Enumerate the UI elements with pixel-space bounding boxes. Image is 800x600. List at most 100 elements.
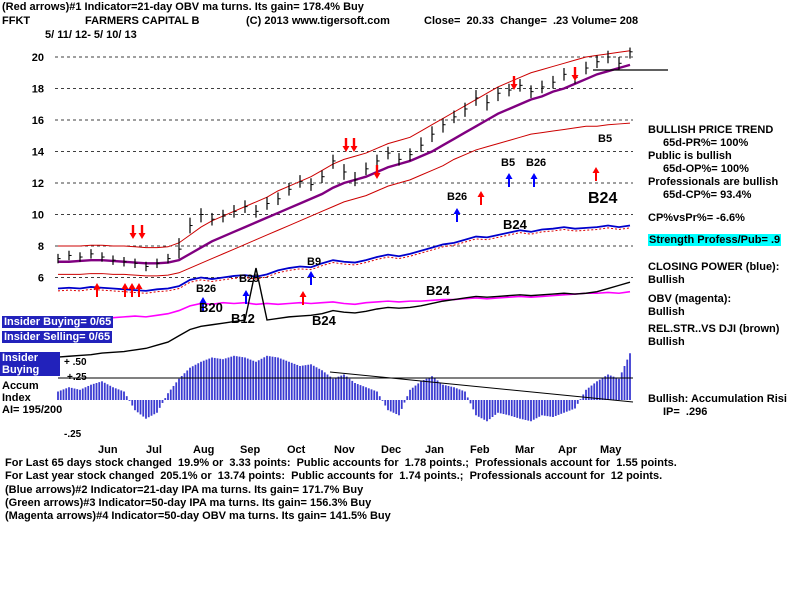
series-lower_band (58, 122, 631, 277)
accum-scale-plus25: +.25 (67, 372, 87, 383)
accum-index-histogram (57, 353, 634, 422)
closing-power-status: Bullish (648, 274, 685, 286)
insider-selling-count: Insider Selling= 0/65 (2, 331, 113, 343)
red-buy-arrow-icon (93, 283, 101, 297)
month-label: Nov (334, 444, 356, 456)
indicator3-summary: (Green arrows)#3 Indicator=50-day IPA ma… (5, 497, 372, 509)
footer-65day-summary: For Last 65 days stock changed 19.9% or … (5, 457, 677, 469)
signal-label: B9 (307, 256, 321, 268)
ai-value: AI= 195/200 (2, 404, 63, 416)
signal-label: B26 (196, 283, 216, 295)
series-ma_65day (58, 63, 631, 265)
price-bars (57, 47, 633, 272)
indicator2-summary: (Blue arrows)#2 Indicator=21-day IPA ma … (5, 484, 364, 496)
red-buy-arrow-icon (128, 283, 136, 297)
footer-year-summary: For Last year stock changed 205.1% or 13… (5, 470, 663, 482)
red-sell-arrow-icon (342, 138, 350, 152)
price-tick-label: 10 (32, 210, 44, 222)
signal-label: B24 (312, 313, 337, 328)
month-axis: Jun Jul Aug Sep Oct Nov Dec Jan Feb Mar Apr May (98, 444, 622, 456)
insider-buying-count: Insider Buying= 0/65 (2, 316, 114, 328)
price-tick-label: 16 (32, 115, 44, 127)
series-rel_str_vs_dji (57, 267, 631, 358)
signal-label: B26 (526, 157, 546, 169)
copyright-text: (C) 2013 www.tigersoft.com (246, 15, 390, 27)
relstr-label: REL.STR..VS DJI (brown) (648, 323, 780, 335)
strength-ratio: Strength Profess/Pub= .9 (648, 234, 782, 246)
accum-scale-plus50: + .50 (64, 357, 87, 368)
blue-buy-arrow-icon (530, 173, 538, 187)
blue-buy-arrow-icon (453, 208, 461, 222)
month-label: Aug (193, 444, 214, 456)
price-tick-label: 8 (38, 241, 44, 253)
red-sell-arrow-icon (138, 225, 146, 239)
signal-label: B25 (239, 273, 259, 285)
accum-scale-minus25: -.25 (64, 429, 82, 440)
red-sell-arrow-icon (571, 67, 579, 81)
company-name: FARMERS CAPITAL B (85, 15, 200, 27)
obv-status: Bullish (648, 306, 685, 318)
month-label: Jan (425, 444, 444, 456)
indicator4-summary: (Magenta arrows)#4 Indicator=50-day OBV … (5, 510, 391, 522)
signal-label: B24 (588, 190, 617, 207)
month-label: Jun (98, 444, 118, 456)
signal-label: B24 (503, 217, 528, 232)
signal-label: B20 (199, 300, 223, 315)
red-buy-arrow-icon (477, 191, 485, 205)
month-label: Sep (240, 444, 260, 456)
month-label: Apr (558, 444, 578, 456)
signal-label: B5 (501, 157, 515, 169)
op-percent: 65d-OP%= 100% (663, 163, 749, 175)
price-tick-label: 18 (32, 84, 44, 96)
accum-label: Accum (2, 380, 39, 392)
cp-percent: 65d-CP%= 93.4% (663, 189, 752, 201)
insider-buying-label: Insider Buying (0, 352, 60, 376)
red-buy-arrow-icon (299, 291, 307, 305)
indicator1-summary: (Red arrows)#1 Indicator=21-day OBV ma t… (2, 1, 364, 13)
red-sell-arrow-icon (350, 138, 358, 152)
month-label: Mar (515, 444, 535, 456)
ip-value: IP= .296 (663, 406, 708, 418)
red-buy-arrow-icon (135, 283, 143, 297)
month-label: Dec (381, 444, 401, 456)
month-label: May (600, 444, 622, 456)
cp-vs-pr: CP%vsPr%= -6.6% (648, 212, 745, 224)
series-closing_power (57, 224, 631, 292)
red-buy-arrow-icon (121, 283, 129, 297)
price-tick-label: 20 (32, 52, 44, 64)
accum-note: Bullish: Accumulation Risi (648, 393, 787, 405)
quote-summary: Close= 20.33 Change= .23 Volume= 208 (424, 15, 639, 27)
signal-label: B5 (598, 133, 612, 145)
ticker-symbol: FFKT (2, 15, 31, 27)
blue-buy-arrow-icon (505, 173, 513, 187)
index-label: Index (2, 392, 31, 404)
closing-power-label: CLOSING POWER (blue): (648, 261, 780, 273)
month-label: Oct (287, 444, 306, 456)
red-buy-arrow-icon (592, 167, 600, 181)
month-label: Feb (470, 444, 490, 456)
month-label: Jul (146, 444, 162, 456)
red-sell-arrow-icon (510, 76, 518, 90)
series-closing_power_ma (57, 227, 631, 294)
red-sell-arrow-icon (373, 165, 381, 179)
trend-title: BULLISH PRICE TREND (648, 124, 774, 136)
signal-label: B24 (426, 283, 451, 298)
relstr-status: Bullish (648, 336, 685, 348)
signal-label: B12 (231, 311, 255, 326)
blue-buy-arrow-icon (307, 271, 315, 285)
price-tick-label: 14 (32, 147, 45, 159)
date-range: 5/ 11/ 12- 5/ 10/ 13 (45, 29, 137, 41)
obv-label: OBV (magenta): (648, 293, 732, 305)
price-tick-label: 6 (38, 273, 44, 285)
signal-label: B26 (447, 191, 467, 203)
public-status: Public is bullish (648, 150, 732, 162)
price-tick-label: 12 (32, 178, 44, 190)
series-obv (57, 290, 631, 323)
blue-buy-arrow-icon (199, 297, 207, 311)
blue-buy-arrow-icon (242, 290, 250, 304)
professionals-status: Professionals are bullish (648, 176, 779, 188)
pr-percent: 65d-PR%= 100% (663, 137, 749, 149)
series-upper_band (58, 50, 631, 249)
